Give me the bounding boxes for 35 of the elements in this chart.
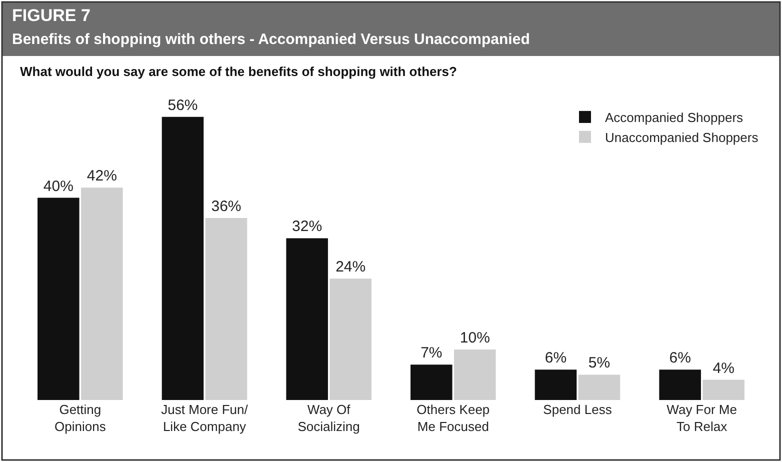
data-label: 6% xyxy=(669,350,691,367)
data-label: 6% xyxy=(544,350,567,367)
data-label: 32% xyxy=(292,218,322,236)
chart-subtitle: Benefits of shopping with others - Accompanied Versus Unaccompanied xyxy=(12,31,530,48)
legend-label: Unaccompanied Shoppers xyxy=(605,130,759,145)
bar xyxy=(330,278,372,400)
x-tick-label: Just More Fun/ Like Company xyxy=(161,402,248,434)
bar xyxy=(702,380,744,400)
bar xyxy=(38,198,80,400)
bar xyxy=(162,116,204,400)
bar xyxy=(534,370,577,400)
x-tick-label: Others Keep Me Focused xyxy=(416,402,490,434)
bar xyxy=(454,349,496,400)
x-tick-label: Way Of Socializing xyxy=(298,402,360,434)
legend-label: Accompanied Shoppers xyxy=(605,110,744,126)
x-tick-label: Getting Opinions xyxy=(54,402,106,434)
x-tick-label: Spend Less xyxy=(543,402,612,417)
data-label: 36% xyxy=(211,198,242,216)
bar xyxy=(659,370,701,400)
data-label: 24% xyxy=(336,258,366,276)
chart-title: FIGURE 7 xyxy=(12,6,90,25)
data-label: 40% xyxy=(43,178,74,195)
data-label: 7% xyxy=(420,344,442,362)
bar xyxy=(410,364,452,400)
bar xyxy=(205,218,248,400)
data-label: 4% xyxy=(712,360,734,377)
x-tick-label: Way For Me To Relax xyxy=(666,402,737,434)
bar xyxy=(81,188,123,400)
bar xyxy=(578,374,620,400)
data-label: 10% xyxy=(460,329,490,346)
data-label: 56% xyxy=(168,96,198,114)
bar xyxy=(286,238,328,400)
data-label: 42% xyxy=(86,168,117,185)
data-label: 5% xyxy=(588,354,610,372)
text: What would you say are some of the benefits of shopping with others? xyxy=(20,64,458,79)
